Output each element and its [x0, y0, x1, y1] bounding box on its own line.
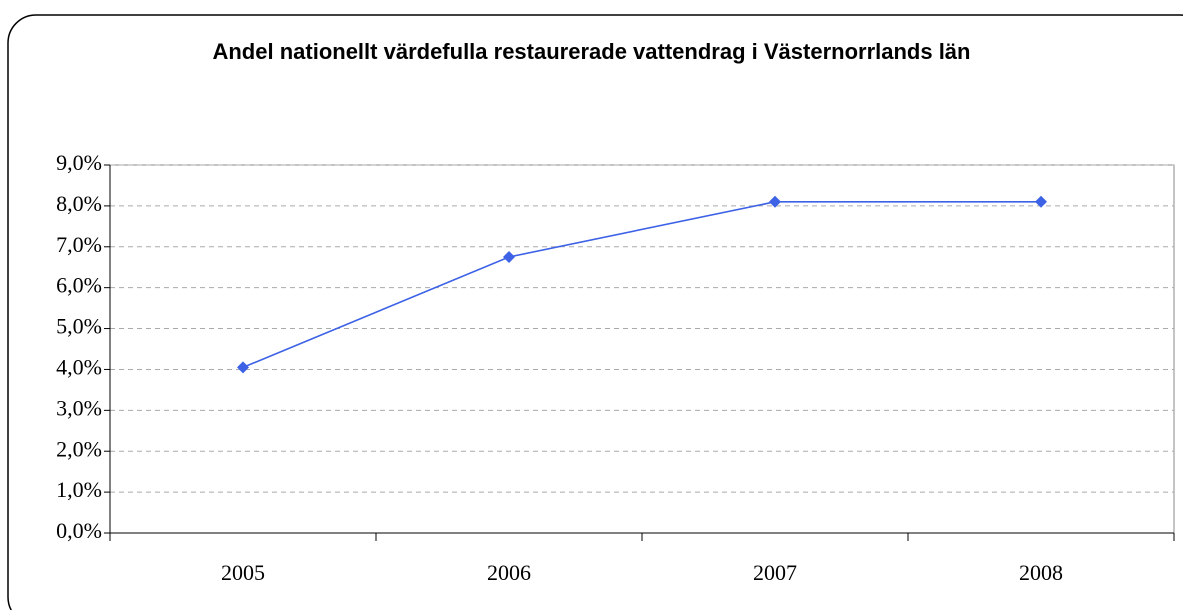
- x-tick-label: 2005: [221, 560, 265, 585]
- y-tick-label: 1,0%: [56, 477, 102, 502]
- marker: [1035, 195, 1047, 208]
- marker: [503, 251, 515, 263]
- y-tick-label: 3,0%: [56, 395, 102, 420]
- y-tick-label: 5,0%: [56, 314, 102, 339]
- x-tick-label: 2007: [753, 560, 797, 585]
- y-tick-label: 6,0%: [56, 273, 102, 298]
- y-tick-label: 8,0%: [56, 191, 102, 216]
- y-tick-label: 0,0%: [56, 518, 102, 543]
- y-tick-label: 2,0%: [56, 436, 102, 461]
- line: [242, 201, 1041, 369]
- x-tick-label: 2006: [487, 560, 531, 585]
- y-tick-label: 7,0%: [56, 232, 102, 257]
- chart-border: [7, 14, 1183, 610]
- marker: [769, 195, 781, 208]
- marker: [237, 361, 249, 374]
- plot-area: [109, 164, 1175, 534]
- chart-title: Andel nationellt värdefulla restaurerade…: [212, 39, 971, 64]
- x-tick-label: 2008: [1019, 560, 1063, 585]
- y-tick-label: 9,0%: [56, 150, 102, 175]
- title-box: Andel nationellt värdefulla restaurerade…: [0, 34, 1183, 70]
- y-tick-label: 4,0%: [56, 354, 102, 379]
